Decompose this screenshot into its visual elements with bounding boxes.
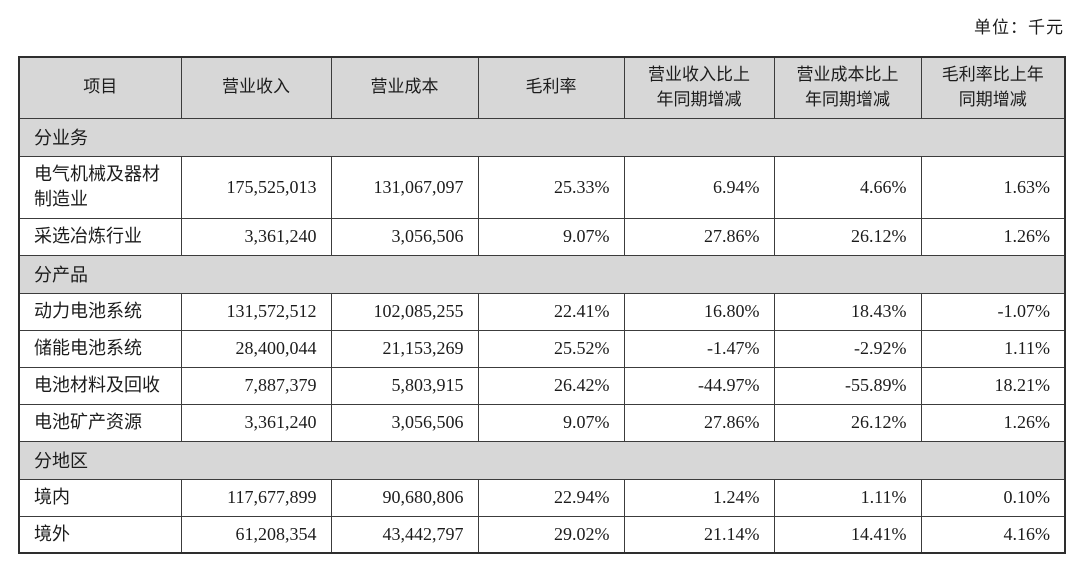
cell-margin: 9.07% — [477, 217, 625, 256]
cell-revenue-change: 21.14% — [623, 515, 775, 554]
cell-margin: 9.07% — [477, 403, 625, 442]
cell-cost-change: 18.43% — [773, 292, 922, 331]
cell-margin: 29.02% — [477, 515, 625, 554]
cell-revenue: 3,361,240 — [180, 217, 332, 256]
cell-revenue-change: -1.47% — [623, 329, 775, 368]
cell-cost: 5,803,915 — [330, 366, 479, 405]
table-row: 境外 61,208,354 43,442,797 29.02% 21.14% 1… — [18, 515, 1066, 554]
cell-revenue-change: 1.24% — [623, 478, 775, 517]
cell-cost: 102,085,255 — [330, 292, 479, 331]
cell-margin-change: -1.07% — [920, 292, 1066, 331]
section-row-region: 分地区 — [18, 440, 1066, 480]
section-title: 分业务 — [18, 117, 1066, 157]
cell-cost-change: 26.12% — [773, 217, 922, 256]
cell-cost: 43,442,797 — [330, 515, 479, 554]
section-title: 分产品 — [18, 254, 1066, 294]
cell-revenue: 7,887,379 — [180, 366, 332, 405]
cell-item: 电气机械及器材制造业 — [18, 155, 182, 219]
cell-item: 电池材料及回收 — [18, 366, 182, 405]
cell-revenue-change: 6.94% — [623, 155, 775, 219]
cell-item: 境内 — [18, 478, 182, 517]
cell-margin-change: 4.16% — [920, 515, 1066, 554]
cell-margin-change: 1.11% — [920, 329, 1066, 368]
cell-revenue-change: -44.97% — [623, 366, 775, 405]
cell-margin-change: 1.26% — [920, 217, 1066, 256]
cell-item: 电池矿产资源 — [18, 403, 182, 442]
cell-margin-change: 0.10% — [920, 478, 1066, 517]
section-row-business: 分业务 — [18, 117, 1066, 157]
column-header-margin: 毛利率 — [477, 56, 625, 119]
cell-cost-change: 4.66% — [773, 155, 922, 219]
cell-revenue-change: 27.86% — [623, 403, 775, 442]
cell-item: 采选冶炼行业 — [18, 217, 182, 256]
financial-table: 项目 营业收入 营业成本 毛利率 营业收入比上 年同期增减 营业成本比上 年同期… — [18, 56, 1066, 554]
table-row: 动力电池系统 131,572,512 102,085,255 22.41% 16… — [18, 292, 1066, 331]
column-header-item: 项目 — [18, 56, 182, 119]
column-header-cost: 营业成本 — [330, 56, 479, 119]
column-header-margin-change: 毛利率比上年 同期增减 — [920, 56, 1066, 119]
cell-cost: 131,067,097 — [330, 155, 479, 219]
cell-revenue: 117,677,899 — [180, 478, 332, 517]
cell-margin-change: 1.63% — [920, 155, 1066, 219]
cell-cost: 21,153,269 — [330, 329, 479, 368]
cell-cost: 3,056,506 — [330, 403, 479, 442]
cell-revenue-change: 16.80% — [623, 292, 775, 331]
cell-item: 储能电池系统 — [18, 329, 182, 368]
cell-margin: 22.41% — [477, 292, 625, 331]
column-header-revenue: 营业收入 — [180, 56, 332, 119]
cell-margin: 25.52% — [477, 329, 625, 368]
cell-cost-change: 14.41% — [773, 515, 922, 554]
cell-cost: 90,680,806 — [330, 478, 479, 517]
cell-cost: 3,056,506 — [330, 217, 479, 256]
cell-margin: 26.42% — [477, 366, 625, 405]
cell-margin-change: 1.26% — [920, 403, 1066, 442]
table-row: 电池材料及回收 7,887,379 5,803,915 26.42% -44.9… — [18, 366, 1066, 405]
cell-revenue: 28,400,044 — [180, 329, 332, 368]
cell-margin: 25.33% — [477, 155, 625, 219]
cell-cost-change: 26.12% — [773, 403, 922, 442]
column-header-revenue-change: 营业收入比上 年同期增减 — [623, 56, 775, 119]
cell-item: 动力电池系统 — [18, 292, 182, 331]
cell-revenue: 3,361,240 — [180, 403, 332, 442]
table-row: 采选冶炼行业 3,361,240 3,056,506 9.07% 27.86% … — [18, 217, 1066, 256]
column-header-cost-change: 营业成本比上 年同期增减 — [773, 56, 922, 119]
table-row: 储能电池系统 28,400,044 21,153,269 25.52% -1.4… — [18, 329, 1066, 368]
cell-cost-change: -2.92% — [773, 329, 922, 368]
unit-label: 单位：千元 — [974, 18, 1064, 37]
section-title: 分地区 — [18, 440, 1066, 480]
cell-revenue: 61,208,354 — [180, 515, 332, 554]
cell-cost-change: 1.11% — [773, 478, 922, 517]
cell-revenue: 175,525,013 — [180, 155, 332, 219]
cell-cost-change: -55.89% — [773, 366, 922, 405]
table-row: 电池矿产资源 3,361,240 3,056,506 9.07% 27.86% … — [18, 403, 1066, 442]
cell-margin: 22.94% — [477, 478, 625, 517]
cell-revenue-change: 27.86% — [623, 217, 775, 256]
table-row: 电气机械及器材制造业 175,525,013 131,067,097 25.33… — [18, 155, 1066, 219]
section-row-product: 分产品 — [18, 254, 1066, 294]
cell-revenue: 131,572,512 — [180, 292, 332, 331]
table-row: 境内 117,677,899 90,680,806 22.94% 1.24% 1… — [18, 478, 1066, 517]
cell-item: 境外 — [18, 515, 182, 554]
cell-margin-change: 18.21% — [920, 366, 1066, 405]
table-header-row: 项目 营业收入 营业成本 毛利率 营业收入比上 年同期增减 营业成本比上 年同期… — [18, 56, 1066, 119]
